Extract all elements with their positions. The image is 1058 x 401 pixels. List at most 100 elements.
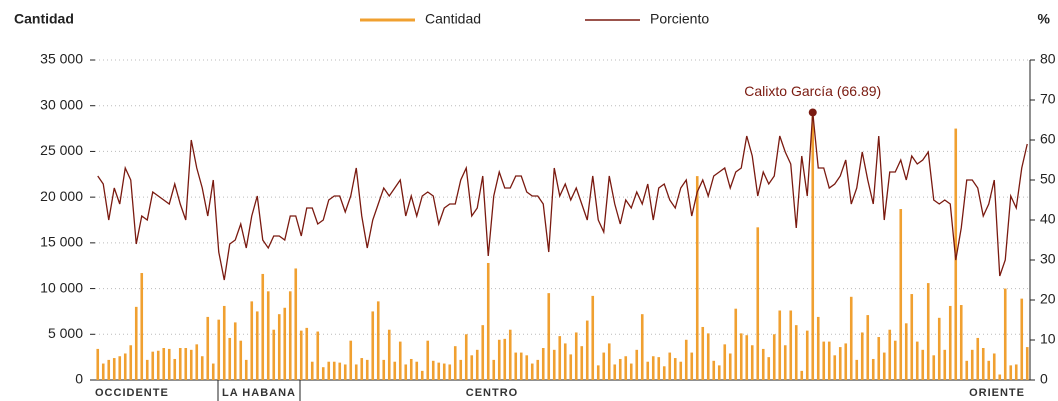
- bar: [844, 343, 848, 380]
- bar: [299, 330, 303, 380]
- bar: [822, 341, 826, 380]
- bar: [195, 344, 199, 380]
- bar: [338, 362, 342, 380]
- bar: [536, 359, 540, 380]
- bar: [800, 370, 804, 380]
- bar: [294, 268, 298, 380]
- bar: [486, 262, 490, 380]
- bar: [827, 341, 831, 380]
- bar: [756, 227, 760, 380]
- bar: [569, 354, 573, 380]
- bar: [1025, 347, 1029, 380]
- bar: [998, 374, 1002, 380]
- bar: [673, 358, 677, 380]
- bar: [162, 348, 166, 380]
- bar: [618, 358, 622, 380]
- bar: [453, 346, 457, 380]
- bar: [173, 358, 177, 380]
- bar: [635, 349, 639, 380]
- bar: [547, 293, 551, 380]
- bar: [805, 330, 809, 380]
- bar: [178, 348, 182, 380]
- bar: [640, 314, 644, 380]
- bar: [360, 358, 364, 380]
- y2-tick-label: 50: [1040, 171, 1056, 187]
- bar: [437, 362, 441, 380]
- bar: [206, 316, 210, 380]
- bar: [772, 334, 776, 380]
- bar: [871, 358, 875, 380]
- bar: [987, 360, 991, 380]
- y2-tick-label: 80: [1040, 51, 1056, 67]
- y2-tick-label: 10: [1040, 331, 1056, 347]
- bar: [448, 364, 452, 380]
- bar: [134, 306, 138, 380]
- bar: [508, 329, 512, 380]
- bar: [1003, 288, 1007, 380]
- bar: [118, 356, 122, 380]
- bar: [145, 359, 149, 380]
- bar: [266, 291, 270, 380]
- bar: [272, 329, 276, 380]
- bar: [1020, 298, 1024, 380]
- bar: [690, 352, 694, 380]
- bar: [184, 348, 188, 380]
- bar: [404, 364, 408, 380]
- bar: [426, 340, 430, 380]
- bar: [558, 336, 562, 380]
- bar: [684, 339, 688, 380]
- y2-axis-label: %: [1038, 11, 1051, 27]
- bar: [156, 350, 160, 380]
- bar: [475, 349, 479, 380]
- bar: [189, 349, 193, 380]
- bar: [277, 314, 281, 380]
- bar: [585, 320, 589, 380]
- bar: [503, 338, 507, 380]
- bar: [965, 360, 969, 380]
- region-label: OCCIDENTE: [95, 387, 169, 399]
- y2-tick-label: 0: [1040, 371, 1048, 387]
- bar: [101, 363, 105, 380]
- bar: [552, 349, 556, 380]
- bar: [530, 363, 534, 380]
- bar: [349, 340, 353, 380]
- bar: [794, 325, 798, 380]
- bar: [833, 355, 837, 380]
- y2-tick-label: 60: [1040, 131, 1056, 147]
- bar: [657, 357, 661, 380]
- bar: [211, 363, 215, 380]
- bar: [574, 332, 578, 380]
- y-axis-label: Cantidad: [14, 11, 74, 27]
- bar: [305, 327, 309, 380]
- y-tick-label: 25 000: [40, 142, 83, 158]
- bar: [409, 358, 413, 380]
- bar: [943, 349, 947, 380]
- bar: [112, 358, 116, 380]
- bar: [354, 364, 358, 380]
- bar: [1009, 365, 1013, 380]
- bar: [1014, 364, 1018, 380]
- bar: [921, 349, 925, 380]
- bar: [365, 359, 369, 380]
- bar: [420, 370, 424, 380]
- bar: [860, 332, 864, 380]
- bar: [250, 301, 254, 380]
- bar: [728, 353, 732, 380]
- bar: [382, 359, 386, 380]
- bar: [607, 343, 611, 380]
- y2-tick-label: 30: [1040, 251, 1056, 267]
- bar: [470, 355, 474, 380]
- bar: [563, 343, 567, 380]
- annotation-point: [808, 108, 817, 117]
- y-tick-label: 35 000: [40, 51, 83, 67]
- bar: [789, 310, 793, 380]
- bar: [596, 365, 600, 380]
- bar: [387, 329, 391, 380]
- region-label: CENTRO: [466, 387, 518, 399]
- bar: [217, 319, 221, 380]
- region-label: ORIENTE: [969, 387, 1025, 399]
- bar: [811, 116, 815, 380]
- bar: [910, 294, 914, 380]
- bar: [750, 345, 754, 380]
- bar: [651, 356, 655, 380]
